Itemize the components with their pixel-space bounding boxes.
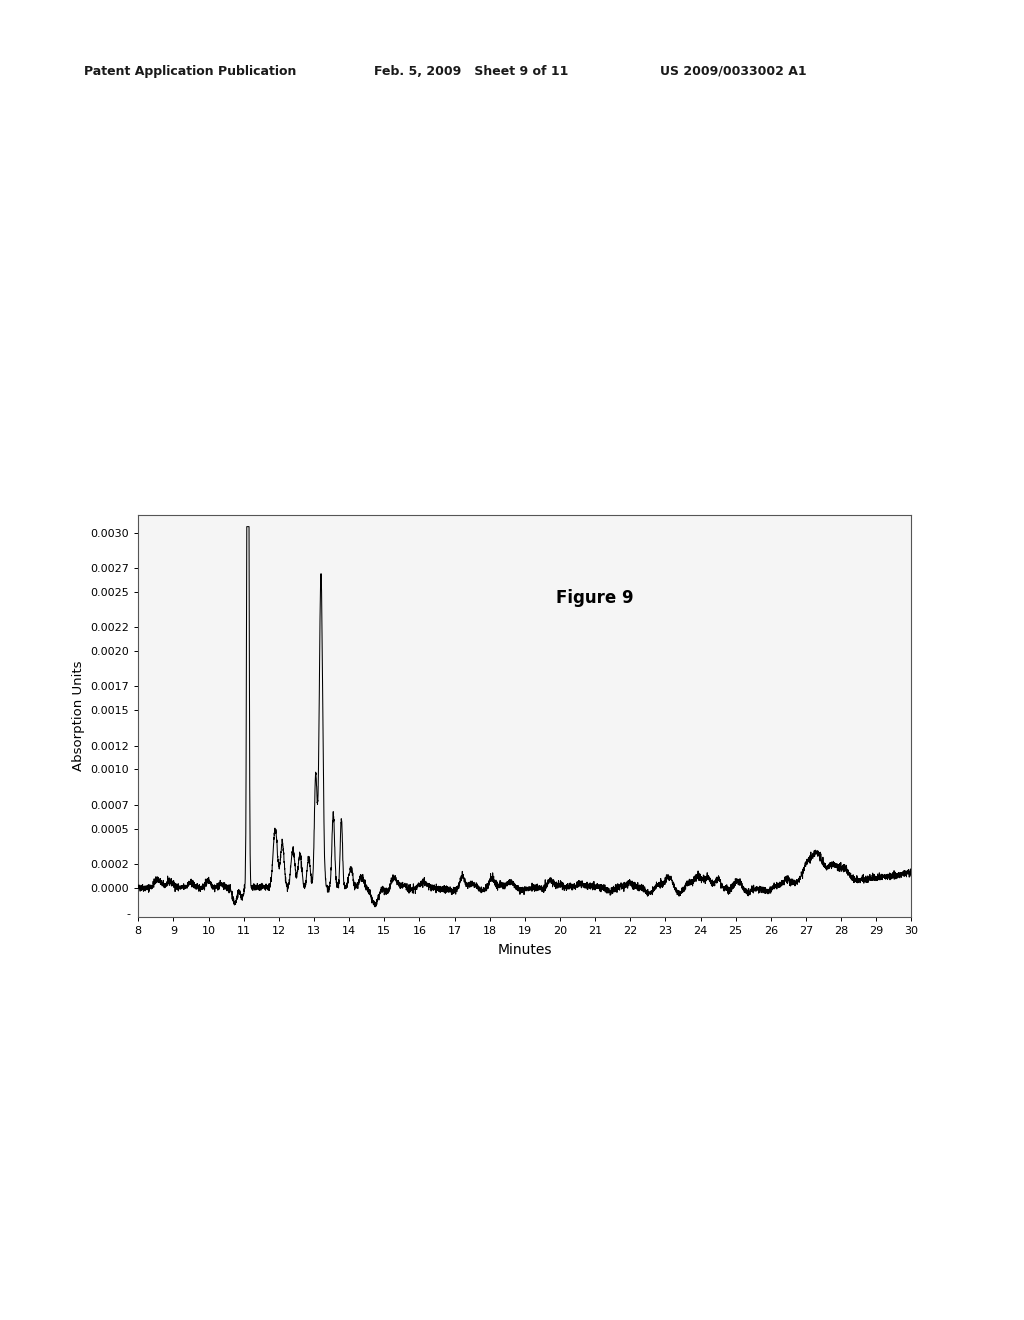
X-axis label: Minutes: Minutes	[498, 944, 552, 957]
Text: -: -	[126, 909, 130, 920]
Text: Patent Application Publication: Patent Application Publication	[84, 65, 296, 78]
Text: Figure 9: Figure 9	[556, 589, 634, 607]
Y-axis label: Absorption Units: Absorption Units	[72, 661, 85, 771]
Text: US 2009/0033002 A1: US 2009/0033002 A1	[660, 65, 807, 78]
Text: Feb. 5, 2009   Sheet 9 of 11: Feb. 5, 2009 Sheet 9 of 11	[374, 65, 568, 78]
